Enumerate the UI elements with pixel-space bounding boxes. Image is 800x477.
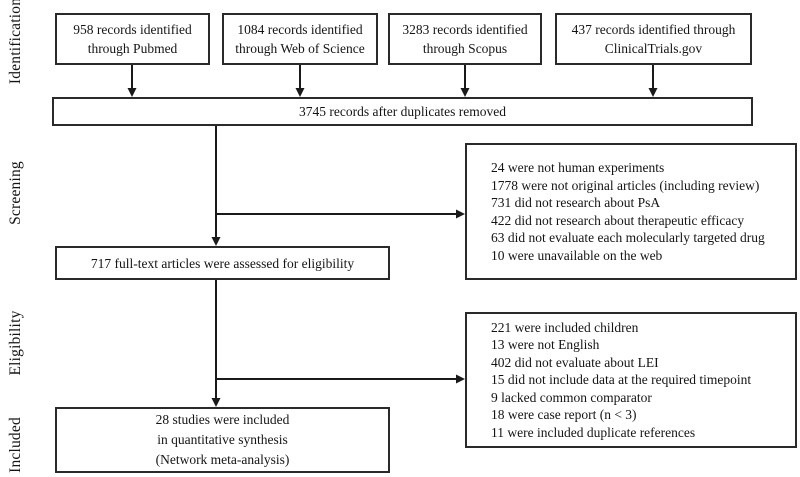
stage-label-screening: Screening — [7, 161, 24, 225]
stage-label-identification: Identification — [7, 0, 24, 85]
exclusion-reason: 11 were included duplicate references — [491, 424, 696, 440]
arrowhead — [648, 88, 658, 97]
arrowhead — [456, 209, 465, 219]
exclusion-reason: 24 were not human experiments — [491, 160, 665, 175]
exclusion-reason: 1778 were not original articles (includi… — [491, 177, 760, 193]
arrowhead — [295, 88, 305, 97]
source-box-scopus: 3283 records identified through Scopus — [388, 13, 542, 65]
screening-exclusions-box: 24 were not human experiments 1778 were n… — [465, 143, 797, 280]
stage-label-included: Included — [7, 417, 24, 473]
source-box-clinicaltrials: 437 records identified through ClinicalT… — [555, 13, 752, 65]
exclusion-reason: 731 did not research about PsA — [491, 195, 661, 210]
included-box: 28 studies were included in quantitative… — [55, 407, 390, 473]
exclusion-reason: 422 did not research about therapeutic e… — [491, 212, 745, 228]
exclusion-reason: 15 did not include data at the required … — [491, 372, 752, 388]
arrowhead — [127, 88, 137, 97]
eligibility-exclusions-list: 221 were included children 13 were not En… — [467, 319, 795, 442]
eligibility-exclusions-box: 221 were included children 13 were not En… — [465, 312, 797, 448]
source-box-web-of-science: 1084 records identified through Web of S… — [222, 13, 378, 65]
exclusion-reason: 9 lacked common comparator — [491, 389, 652, 405]
arrowhead — [460, 88, 470, 97]
screening-exclusions-list: 24 were not human experiments 1778 were n… — [467, 159, 795, 264]
exclusion-reason: 13 were not English — [491, 337, 600, 353]
exclusion-reason: 10 were unavailable on the web — [491, 247, 663, 263]
dedup-box: 3745 records after duplicates removed — [52, 97, 753, 126]
arrowhead — [211, 237, 221, 246]
arrowhead — [456, 374, 465, 384]
eligibility-assessed-box: 717 full-text articles were assessed for… — [55, 246, 390, 280]
stage-label-eligibility: Eligibility — [7, 310, 24, 376]
source-box-pubmed: 958 records identified through Pubmed — [55, 13, 210, 65]
exclusion-reason: 18 were case report (n < 3) — [491, 407, 637, 423]
exclusion-reason: 63 did not evaluate each molecularly tar… — [491, 230, 765, 245]
exclusion-reason: 221 were included children — [491, 319, 639, 335]
arrowhead — [211, 398, 221, 407]
exclusion-reason: 402 did not evaluate about LEI — [491, 354, 659, 370]
